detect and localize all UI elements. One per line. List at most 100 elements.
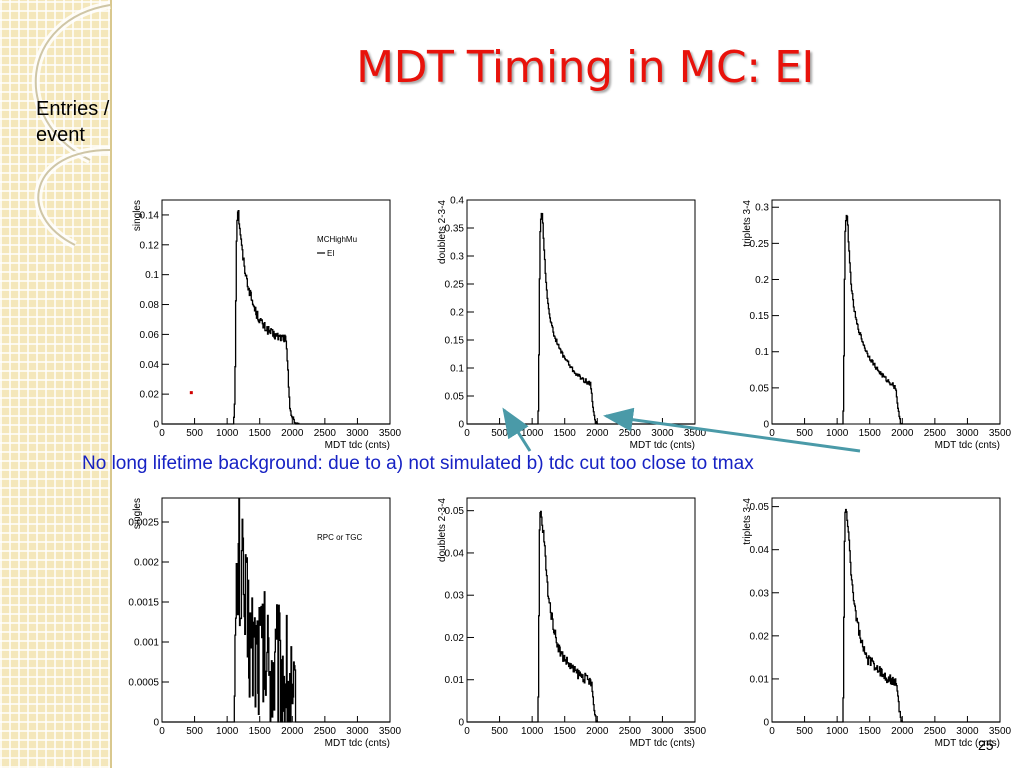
x-tick-label: 2500 <box>924 726 947 737</box>
x-tick-label: 500 <box>186 726 203 737</box>
chart-top-triplets: 0 500 1000 1500 2000 2500 3000 3500 0 0.05 0.1 0.15… <box>742 199 1012 451</box>
x-tick-label: 2500 <box>924 428 947 439</box>
x-axis-label: MDT tdc (cnts) <box>630 440 695 451</box>
slide-title: MDT Timing in MC: EI <box>356 42 814 93</box>
y-tick-label: 0 <box>458 718 464 729</box>
y-tick-label: 0 <box>458 420 464 431</box>
legend-title: RPC or TGC <box>317 533 362 542</box>
histogram-line <box>162 497 390 723</box>
x-tick-label: 1000 <box>521 428 544 439</box>
y-tick-label: 0.05 <box>750 502 770 513</box>
x-tick-label: 3500 <box>684 726 707 737</box>
y-tick-label: 0.2 <box>450 308 464 319</box>
y-tick-label: 0.02 <box>445 633 465 644</box>
y-tick-label: 0.02 <box>750 631 770 642</box>
x-tick-label: 1500 <box>554 726 577 737</box>
x-tick-label: 2000 <box>891 726 914 737</box>
histogram-line <box>162 209 390 425</box>
x-tick-label: 2500 <box>314 428 337 439</box>
y-tick-label: 0.06 <box>140 330 160 341</box>
x-tick-label: 3500 <box>989 726 1012 737</box>
x-tick-label: 2000 <box>281 726 304 737</box>
y-tick-label: 0.1 <box>145 270 159 281</box>
y-tick-label: 0.04 <box>750 545 770 556</box>
x-tick-label: 500 <box>186 428 203 439</box>
y-tick-label: 0.01 <box>750 674 770 685</box>
annotation-note: No long lifetime background: due to a) n… <box>82 453 754 474</box>
y-tick-label: 0.3 <box>755 203 769 214</box>
x-tick-label: 0 <box>159 726 165 737</box>
y-axis-label: singles <box>132 200 143 231</box>
x-tick-label: 3000 <box>956 428 979 439</box>
x-tick-label: 1500 <box>859 726 882 737</box>
y-tick-label: 0.01 <box>445 675 465 686</box>
x-tick-label: 1500 <box>554 428 577 439</box>
y-axis-label: singles <box>132 498 143 529</box>
y-tick-label: 0.2 <box>755 275 769 286</box>
x-tick-label: 1500 <box>249 428 272 439</box>
x-tick-label: 0 <box>769 726 775 737</box>
y-tick-label: 0 <box>153 718 159 729</box>
x-tick-label: 3500 <box>989 428 1012 439</box>
y-tick-label: 0 <box>153 420 159 431</box>
chart-top-doublets: 0 500 1000 1500 2000 2500 3000 3500 0 0.05 0.1 0.15… <box>437 196 707 452</box>
y-tick-label: 0.05 <box>445 506 465 517</box>
y-tick-label: 0.0015 <box>128 598 159 609</box>
x-tick-label: 2500 <box>314 726 337 737</box>
red-marker <box>189 391 193 395</box>
chart-bottom-triplets: 0 500 1000 1500 2000 2500 3000 3500 0 0.01 0.02 0.0… <box>742 497 1012 749</box>
y-tick-label: 0.14 <box>140 210 160 221</box>
x-tick-label: 0 <box>769 428 775 439</box>
y-tick-label: 0.12 <box>140 240 160 251</box>
x-tick-label: 500 <box>491 726 508 737</box>
x-tick-label: 3500 <box>684 428 707 439</box>
x-tick-label: 1000 <box>826 428 849 439</box>
x-tick-label: 3000 <box>346 726 369 737</box>
y-tick-label: 0.25 <box>750 239 770 250</box>
y-tick-label: 0.05 <box>750 383 770 394</box>
x-tick-label: 1500 <box>249 726 272 737</box>
x-axis-label: MDT tdc (cnts) <box>325 738 390 749</box>
y-tick-label: 0.0025 <box>128 518 159 529</box>
x-tick-label: 2000 <box>891 428 914 439</box>
x-axis-label: MDT tdc (cnts) <box>935 440 1000 451</box>
x-tick-label: 0 <box>464 726 470 737</box>
histogram-line <box>772 508 1000 723</box>
y-tick-label: 0.15 <box>750 311 770 322</box>
y-tick-label: 0.04 <box>140 360 160 371</box>
x-tick-label: 3000 <box>346 428 369 439</box>
x-tick-label: 2000 <box>281 428 304 439</box>
y-axis-label: doublets 2-3-4 <box>437 498 448 562</box>
x-tick-label: 3500 <box>379 726 402 737</box>
y-tick-label: 0.03 <box>750 588 770 599</box>
y-tick-label: 0.3 <box>450 252 464 263</box>
slide-number: 25 <box>978 737 994 753</box>
x-tick-label: 500 <box>491 428 508 439</box>
y-axis-label: doublets 2-3-4 <box>437 200 448 264</box>
plot-frame <box>466 199 696 425</box>
x-tick-label: 0 <box>464 428 470 439</box>
plot-frame <box>771 497 1001 723</box>
plot-frame <box>161 497 391 723</box>
x-tick-label: 1000 <box>521 726 544 737</box>
x-tick-label: 1000 <box>216 428 239 439</box>
y-axis-label: triplets 3-4 <box>742 498 753 545</box>
x-axis-label: MDT tdc (cnts) <box>630 738 695 749</box>
decorative-swirl <box>31 1 111 249</box>
x-tick-label: 500 <box>796 726 813 737</box>
y-tick-label: 0.15 <box>445 336 465 347</box>
y-tick-label: 0.02 <box>140 390 160 401</box>
x-tick-label: 1000 <box>216 726 239 737</box>
histogram-line <box>467 510 695 723</box>
y-tick-label: 0.08 <box>140 300 160 311</box>
plot-frame <box>771 199 1001 425</box>
x-tick-label: 3000 <box>651 726 674 737</box>
plot-frame <box>466 497 696 723</box>
x-tick-label: 1500 <box>859 428 882 439</box>
x-tick-label: 2500 <box>619 428 642 439</box>
y-tick-label: 0.04 <box>445 548 465 559</box>
y-axis-label: triplets 3-4 <box>742 200 753 247</box>
legend-entry: EI <box>327 249 335 258</box>
legend-title: MCHighMu <box>317 235 357 244</box>
y-tick-label: 0.1 <box>450 364 464 375</box>
